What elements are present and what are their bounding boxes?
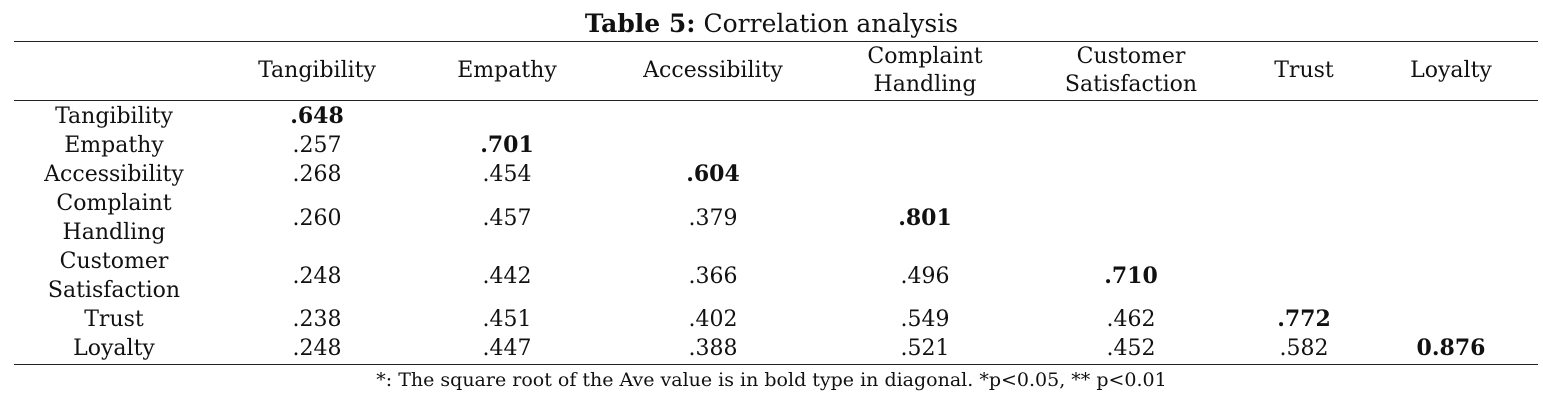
table-cell: .452 [1106, 336, 1156, 361]
diagonal-cell: .701 [480, 132, 534, 158]
table-cell [832, 100, 1018, 131]
table-cell [1364, 100, 1538, 131]
table-cell: .248 [292, 336, 342, 361]
column-header: Accessibility [643, 58, 783, 83]
row-label: Complaint Handling [56, 191, 172, 245]
table-cell [1364, 131, 1538, 160]
corner-cell [14, 42, 214, 100]
table-cell: .521 [900, 336, 950, 361]
top-rule [14, 41, 1538, 42]
table-cell [1364, 305, 1538, 334]
table-cell [1244, 100, 1364, 131]
table-cell: .238 [292, 307, 342, 332]
header-row: Tangibility Empathy Accessibility Compla… [14, 42, 1538, 100]
table-row: Accessibility .268 .454 .604 [14, 160, 1538, 189]
table-row: Complaint Handling .260 .457 .379 .801 [14, 189, 1538, 247]
table-cell: .582 [1279, 336, 1329, 361]
row-label: Loyalty [73, 336, 155, 361]
row-label: Empathy [64, 133, 164, 158]
table-number: Table 5: [584, 9, 696, 38]
column-header: Trust [1274, 58, 1334, 83]
table-cell: .402 [688, 307, 738, 332]
diagonal-cell: .648 [290, 103, 344, 129]
table-cell [832, 160, 1018, 189]
diagonal-cell: .710 [1104, 262, 1158, 289]
table-cell [1244, 247, 1364, 305]
diagonal-cell: 0.876 [1416, 335, 1486, 361]
table-cell [594, 100, 832, 131]
table-cell: .442 [482, 263, 532, 289]
diagonal-cell: .801 [898, 204, 952, 231]
column-header: Complaint Handling [867, 44, 983, 97]
table-row: Customer Satisfaction .248 .442 .366 .49… [14, 247, 1538, 305]
table-cell: .268 [292, 162, 342, 187]
table-cell: .388 [688, 336, 738, 361]
row-label: Tangibility [55, 104, 173, 129]
table-footnote: *: The square root of the Ave value is i… [376, 369, 1167, 391]
table-title: Correlation analysis [703, 9, 959, 38]
table-caption: Table 5: Correlation analysis [0, 8, 1543, 40]
table-cell [1244, 160, 1364, 189]
table-cell: .451 [482, 307, 532, 332]
table-cell [1364, 160, 1538, 189]
table-cell: .260 [292, 205, 342, 231]
header-rule [14, 100, 1538, 101]
table-cell: .496 [900, 263, 950, 289]
table-cell: .447 [482, 336, 532, 361]
table-cell: .248 [292, 263, 342, 289]
table-cell [1364, 247, 1538, 305]
table-cell [1244, 189, 1364, 247]
correlation-table: Tangibility Empathy Accessibility Compla… [14, 42, 1538, 363]
table-cell [1018, 160, 1244, 189]
table-row: Trust .238 .451 .402 .549 .462 .772 [14, 305, 1538, 334]
table-cell [832, 131, 1018, 160]
row-label: Customer Satisfaction [47, 249, 181, 303]
table-cell [1018, 131, 1244, 160]
table-cell: .457 [482, 205, 532, 231]
table-row: Loyalty .248 .447 .388 .521 .452 .582 0.… [14, 334, 1538, 363]
table-cell [1364, 189, 1538, 247]
column-header: Loyalty [1410, 58, 1492, 83]
table-cell: .379 [688, 205, 738, 231]
column-header: Empathy [457, 58, 557, 83]
table-cell [594, 131, 832, 160]
diagonal-cell: .772 [1277, 306, 1331, 332]
row-label: Trust [84, 307, 144, 332]
bottom-rule [14, 364, 1538, 365]
table-row: Tangibility .648 [14, 100, 1538, 131]
table-cell: .454 [482, 162, 532, 187]
table-cell: .549 [900, 307, 950, 332]
table-cell: .257 [292, 133, 342, 158]
table-cell [1244, 131, 1364, 160]
diagonal-cell: .604 [686, 161, 740, 187]
table-cell [1018, 100, 1244, 131]
table-cell [1018, 189, 1244, 247]
column-header: Tangibility [258, 58, 376, 83]
column-header: Customer Satisfaction [1064, 44, 1198, 97]
row-label: Accessibility [44, 162, 184, 187]
table-cell: .462 [1106, 307, 1156, 332]
table-cell: .366 [688, 263, 738, 289]
table-row: Empathy .257 .701 [14, 131, 1538, 160]
table-cell [420, 100, 594, 131]
